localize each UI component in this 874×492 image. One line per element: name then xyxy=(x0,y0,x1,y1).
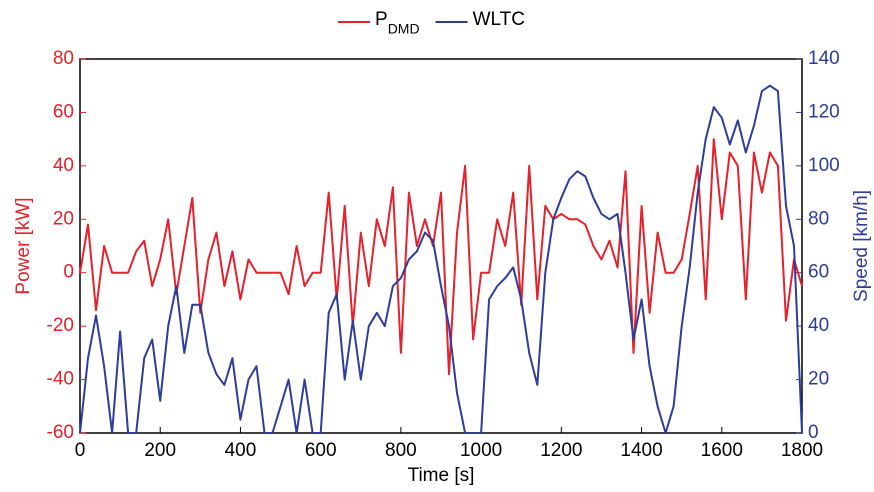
y-tick-label: 40 xyxy=(53,155,74,176)
x-tick-label: 200 xyxy=(144,440,176,461)
x-tick-label: 1200 xyxy=(540,440,582,461)
y2-tick-label: 0 xyxy=(808,422,819,443)
legend-label: WLTC xyxy=(473,9,525,30)
series-line xyxy=(79,84,803,434)
y2-tick-label: 60 xyxy=(808,262,829,283)
y2-tick-label: 20 xyxy=(808,369,829,390)
y2-tick-label: 120 xyxy=(808,101,840,122)
y2-tick-label: 80 xyxy=(808,208,829,229)
y-tick-label: 0 xyxy=(63,262,74,283)
x-tick-label: 400 xyxy=(225,440,257,461)
y-tick-label: -20 xyxy=(47,315,74,336)
x-tick-label: 0 xyxy=(75,440,86,461)
plot-frame xyxy=(79,58,803,434)
x-tick-label: 800 xyxy=(385,440,417,461)
y-axis-label: Power [kW] xyxy=(13,197,34,294)
y2-tick-label: 140 xyxy=(808,48,840,69)
y-tick-label: 60 xyxy=(53,101,74,122)
legend-subscript: DMD xyxy=(388,21,420,37)
x-tick-label: 600 xyxy=(305,440,337,461)
x-axis-label: Time [s] xyxy=(408,465,475,486)
x-tick-label: 1400 xyxy=(620,440,662,461)
y-tick-label: -40 xyxy=(47,369,74,390)
y2-tick-label: 100 xyxy=(808,155,840,176)
y-tick-label: 20 xyxy=(53,208,74,229)
y-tick-label: 80 xyxy=(53,48,74,69)
x-tick-label: 1600 xyxy=(701,440,743,461)
y2-tick-label: 40 xyxy=(808,315,829,336)
legend-label: P xyxy=(375,9,388,30)
x-tick-label: 1800 xyxy=(781,440,823,461)
series-line xyxy=(79,138,803,376)
y2-axis-label: Speed [km/h] xyxy=(851,190,872,302)
y-tick-label: -60 xyxy=(47,422,74,443)
x-tick-label: 1000 xyxy=(460,440,502,461)
